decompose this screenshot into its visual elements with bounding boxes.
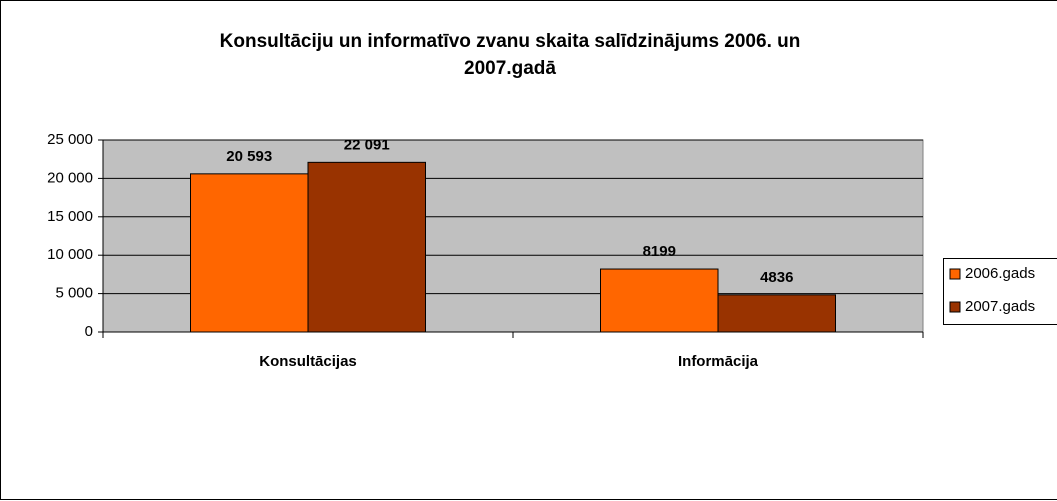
y-tick-label: 20 000 bbox=[47, 169, 93, 186]
bar bbox=[717, 294, 836, 333]
legend-swatch bbox=[949, 301, 961, 313]
legend bbox=[943, 258, 1057, 325]
bar bbox=[600, 268, 719, 333]
y-tick-label: 10 000 bbox=[47, 246, 93, 263]
x-tick-label: Informācija bbox=[678, 353, 759, 370]
y-tick-label: 25 000 bbox=[47, 131, 93, 148]
chart-title: Konsultāciju un informatīvo zvanu skaita… bbox=[219, 31, 801, 79]
y-tick-label: 5 000 bbox=[55, 285, 93, 302]
x-tick-label: Konsultācijas bbox=[259, 353, 357, 370]
y-tick-label: 0 bbox=[85, 323, 93, 340]
legend-label: 2006.gads bbox=[965, 265, 1035, 282]
legend-swatch bbox=[949, 268, 961, 280]
legend-label: 2007.gads bbox=[965, 298, 1035, 315]
data-label: 22 091 bbox=[344, 136, 390, 153]
data-label: 8199 bbox=[643, 243, 676, 260]
bar bbox=[190, 173, 309, 333]
y-tick-label: 15 000 bbox=[47, 208, 93, 225]
bar bbox=[307, 161, 426, 333]
data-label: 4836 bbox=[760, 269, 793, 286]
data-label: 20 593 bbox=[226, 148, 272, 165]
